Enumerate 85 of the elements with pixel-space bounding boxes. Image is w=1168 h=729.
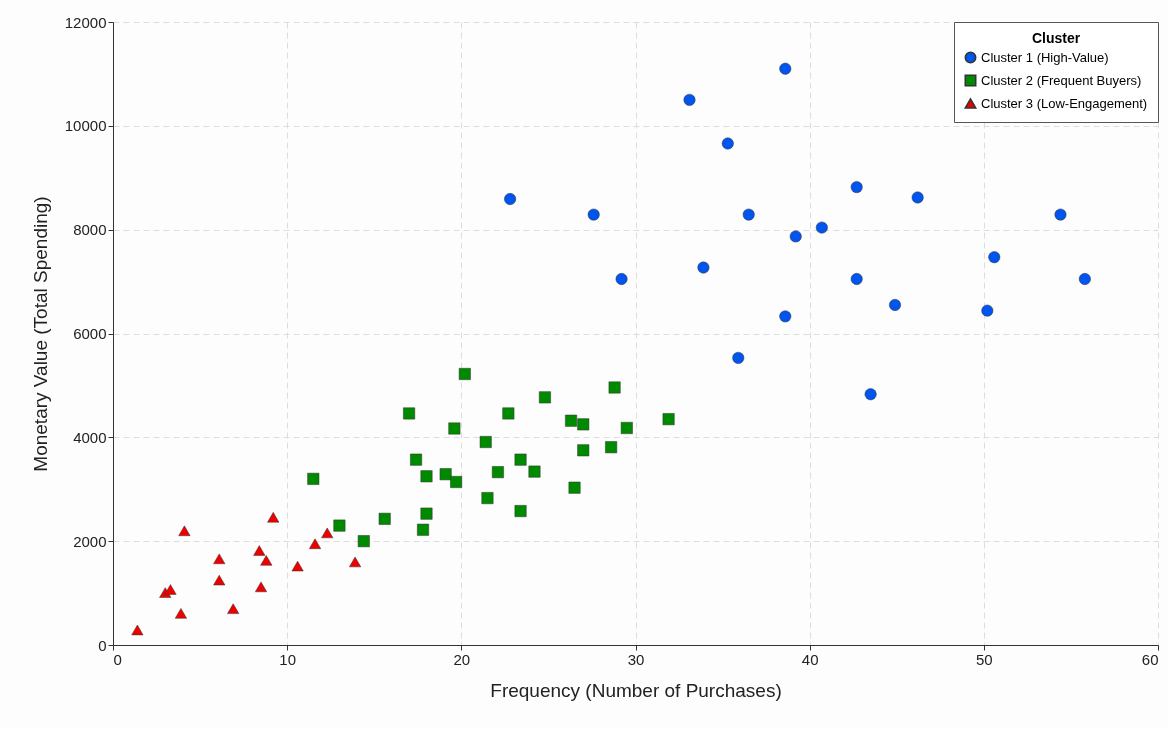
point — [410, 453, 422, 466]
point — [378, 512, 391, 525]
point — [349, 556, 362, 568]
x-tick-label: 40 — [801, 650, 819, 668]
point — [683, 93, 696, 106]
point — [491, 466, 504, 479]
point — [662, 413, 675, 426]
point — [321, 527, 334, 539]
point — [889, 299, 901, 311]
point — [291, 560, 304, 572]
y-tick-label: 8000 — [73, 221, 107, 239]
y-tick-label: 4000 — [73, 428, 107, 446]
point — [417, 523, 429, 536]
point — [420, 507, 433, 520]
point — [514, 453, 527, 466]
point — [981, 304, 994, 317]
point — [307, 472, 320, 485]
legend-label: Cluster 3 (Low-Engagement) — [981, 95, 1148, 111]
point — [620, 422, 633, 434]
point — [697, 261, 710, 274]
point — [227, 603, 240, 614]
point — [357, 535, 370, 548]
point — [779, 310, 792, 323]
point — [1054, 208, 1067, 221]
point — [253, 545, 266, 556]
point — [260, 555, 273, 566]
y-axis-title: Monetary Value (Total Spending) — [29, 196, 51, 472]
point — [732, 351, 745, 364]
point — [850, 181, 863, 194]
point — [403, 407, 416, 420]
point — [568, 481, 581, 494]
legend-label: Cluster 2 (Frequent Buyers) — [981, 72, 1142, 88]
point — [255, 581, 267, 593]
point — [577, 444, 590, 457]
point — [178, 525, 191, 536]
y-tick-label: 10000 — [64, 117, 107, 135]
point — [608, 381, 621, 394]
y-tick-label: 2000 — [73, 532, 107, 550]
x-tick-label: 60 — [1141, 650, 1159, 668]
point — [911, 191, 924, 204]
point — [479, 436, 492, 448]
point — [538, 391, 551, 404]
point — [164, 584, 177, 595]
point — [577, 418, 590, 431]
point — [864, 388, 877, 401]
point — [213, 553, 226, 565]
point — [458, 368, 471, 380]
point — [174, 608, 187, 619]
point — [615, 273, 628, 285]
point — [514, 505, 527, 518]
point — [587, 208, 600, 221]
point — [267, 512, 280, 523]
point — [448, 422, 461, 435]
point — [988, 251, 1001, 264]
point — [450, 476, 463, 488]
point — [439, 468, 452, 481]
point — [779, 62, 792, 75]
point — [850, 273, 863, 285]
x-tick-label: 50 — [975, 650, 993, 668]
x-tick-label: 10 — [279, 650, 297, 668]
y-tick-label: 0 — [98, 636, 107, 654]
point — [502, 407, 515, 420]
y-tick-label: 12000 — [64, 13, 107, 31]
point — [789, 230, 802, 243]
point — [815, 221, 828, 234]
point — [605, 441, 618, 454]
legend-title: Cluster — [1031, 30, 1081, 46]
point — [481, 492, 494, 505]
x-tick-label: 30 — [627, 650, 645, 668]
point — [309, 538, 321, 549]
x-axis-title: Frequency (Number of Purchases) — [490, 679, 782, 701]
point — [213, 574, 226, 586]
x-tick-label: 0 — [113, 650, 122, 668]
point — [333, 519, 346, 532]
point — [1078, 273, 1091, 285]
point — [742, 208, 755, 221]
point — [420, 470, 433, 483]
point — [504, 193, 517, 205]
point — [528, 465, 541, 478]
point — [565, 414, 578, 427]
y-tick-label: 6000 — [73, 325, 107, 342]
point — [131, 624, 144, 636]
point — [721, 137, 734, 150]
legend-label: Cluster 1 (High-Value) — [981, 49, 1109, 65]
x-tick-label: 20 — [453, 650, 471, 668]
